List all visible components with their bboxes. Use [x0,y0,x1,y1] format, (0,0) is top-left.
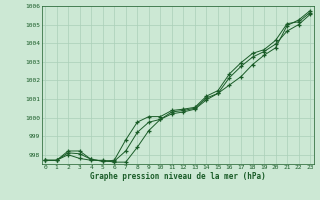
X-axis label: Graphe pression niveau de la mer (hPa): Graphe pression niveau de la mer (hPa) [90,172,266,181]
